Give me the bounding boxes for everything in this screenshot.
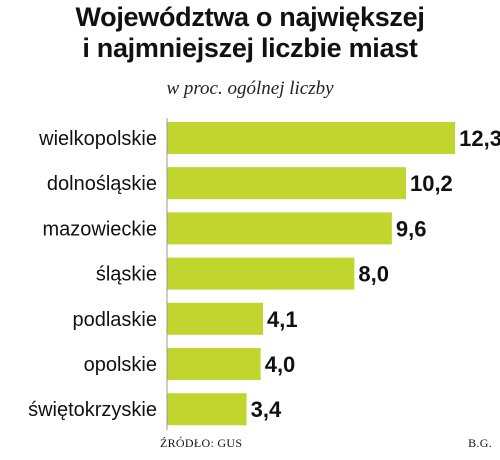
author-credit: B.G. xyxy=(468,436,492,450)
value-label-bg xyxy=(405,169,464,198)
chart-title-line-2: i najmniejszej liczbie miast xyxy=(82,33,418,63)
value-label-bg xyxy=(260,350,307,378)
value-label-bg xyxy=(391,214,438,243)
category-label: wielkopolskie xyxy=(38,128,157,150)
bar-3 xyxy=(167,257,355,290)
category-label: podlaskie xyxy=(72,309,157,331)
category-label: mazowieckie xyxy=(43,218,157,240)
bar-2 xyxy=(167,212,392,245)
value-label: 3,4 xyxy=(251,397,282,422)
value-label: 8,0 xyxy=(358,262,389,287)
chart-title-line-1: Województwa o największej xyxy=(75,2,425,32)
category-label: śląskie xyxy=(96,264,157,286)
value-label: 9,6 xyxy=(396,216,427,241)
value-label-bg xyxy=(263,304,309,333)
value-label: 12,3 xyxy=(459,126,500,151)
bar-1 xyxy=(167,167,406,200)
category-label: dolnośląskie xyxy=(47,173,157,195)
bar-0 xyxy=(167,122,456,154)
category-label: świętokrzyskie xyxy=(28,399,157,421)
category-label: opolskie xyxy=(84,354,157,376)
bar-4 xyxy=(167,302,264,335)
chart-title: Województwa o największej i najmniejszej… xyxy=(0,2,500,64)
value-label-bg xyxy=(246,395,293,424)
value-label-bg xyxy=(455,124,500,152)
bar-6 xyxy=(167,393,247,426)
value-label: 4,0 xyxy=(265,352,296,377)
value-label-bg xyxy=(354,259,400,288)
value-label: 4,1 xyxy=(267,307,298,332)
bar-5 xyxy=(167,348,261,380)
chart-subtitle: w proc. ogólnej liczby xyxy=(166,78,334,99)
source-note: ŹRÓDŁO: GUS xyxy=(160,436,243,450)
value-label: 10,2 xyxy=(410,171,453,196)
